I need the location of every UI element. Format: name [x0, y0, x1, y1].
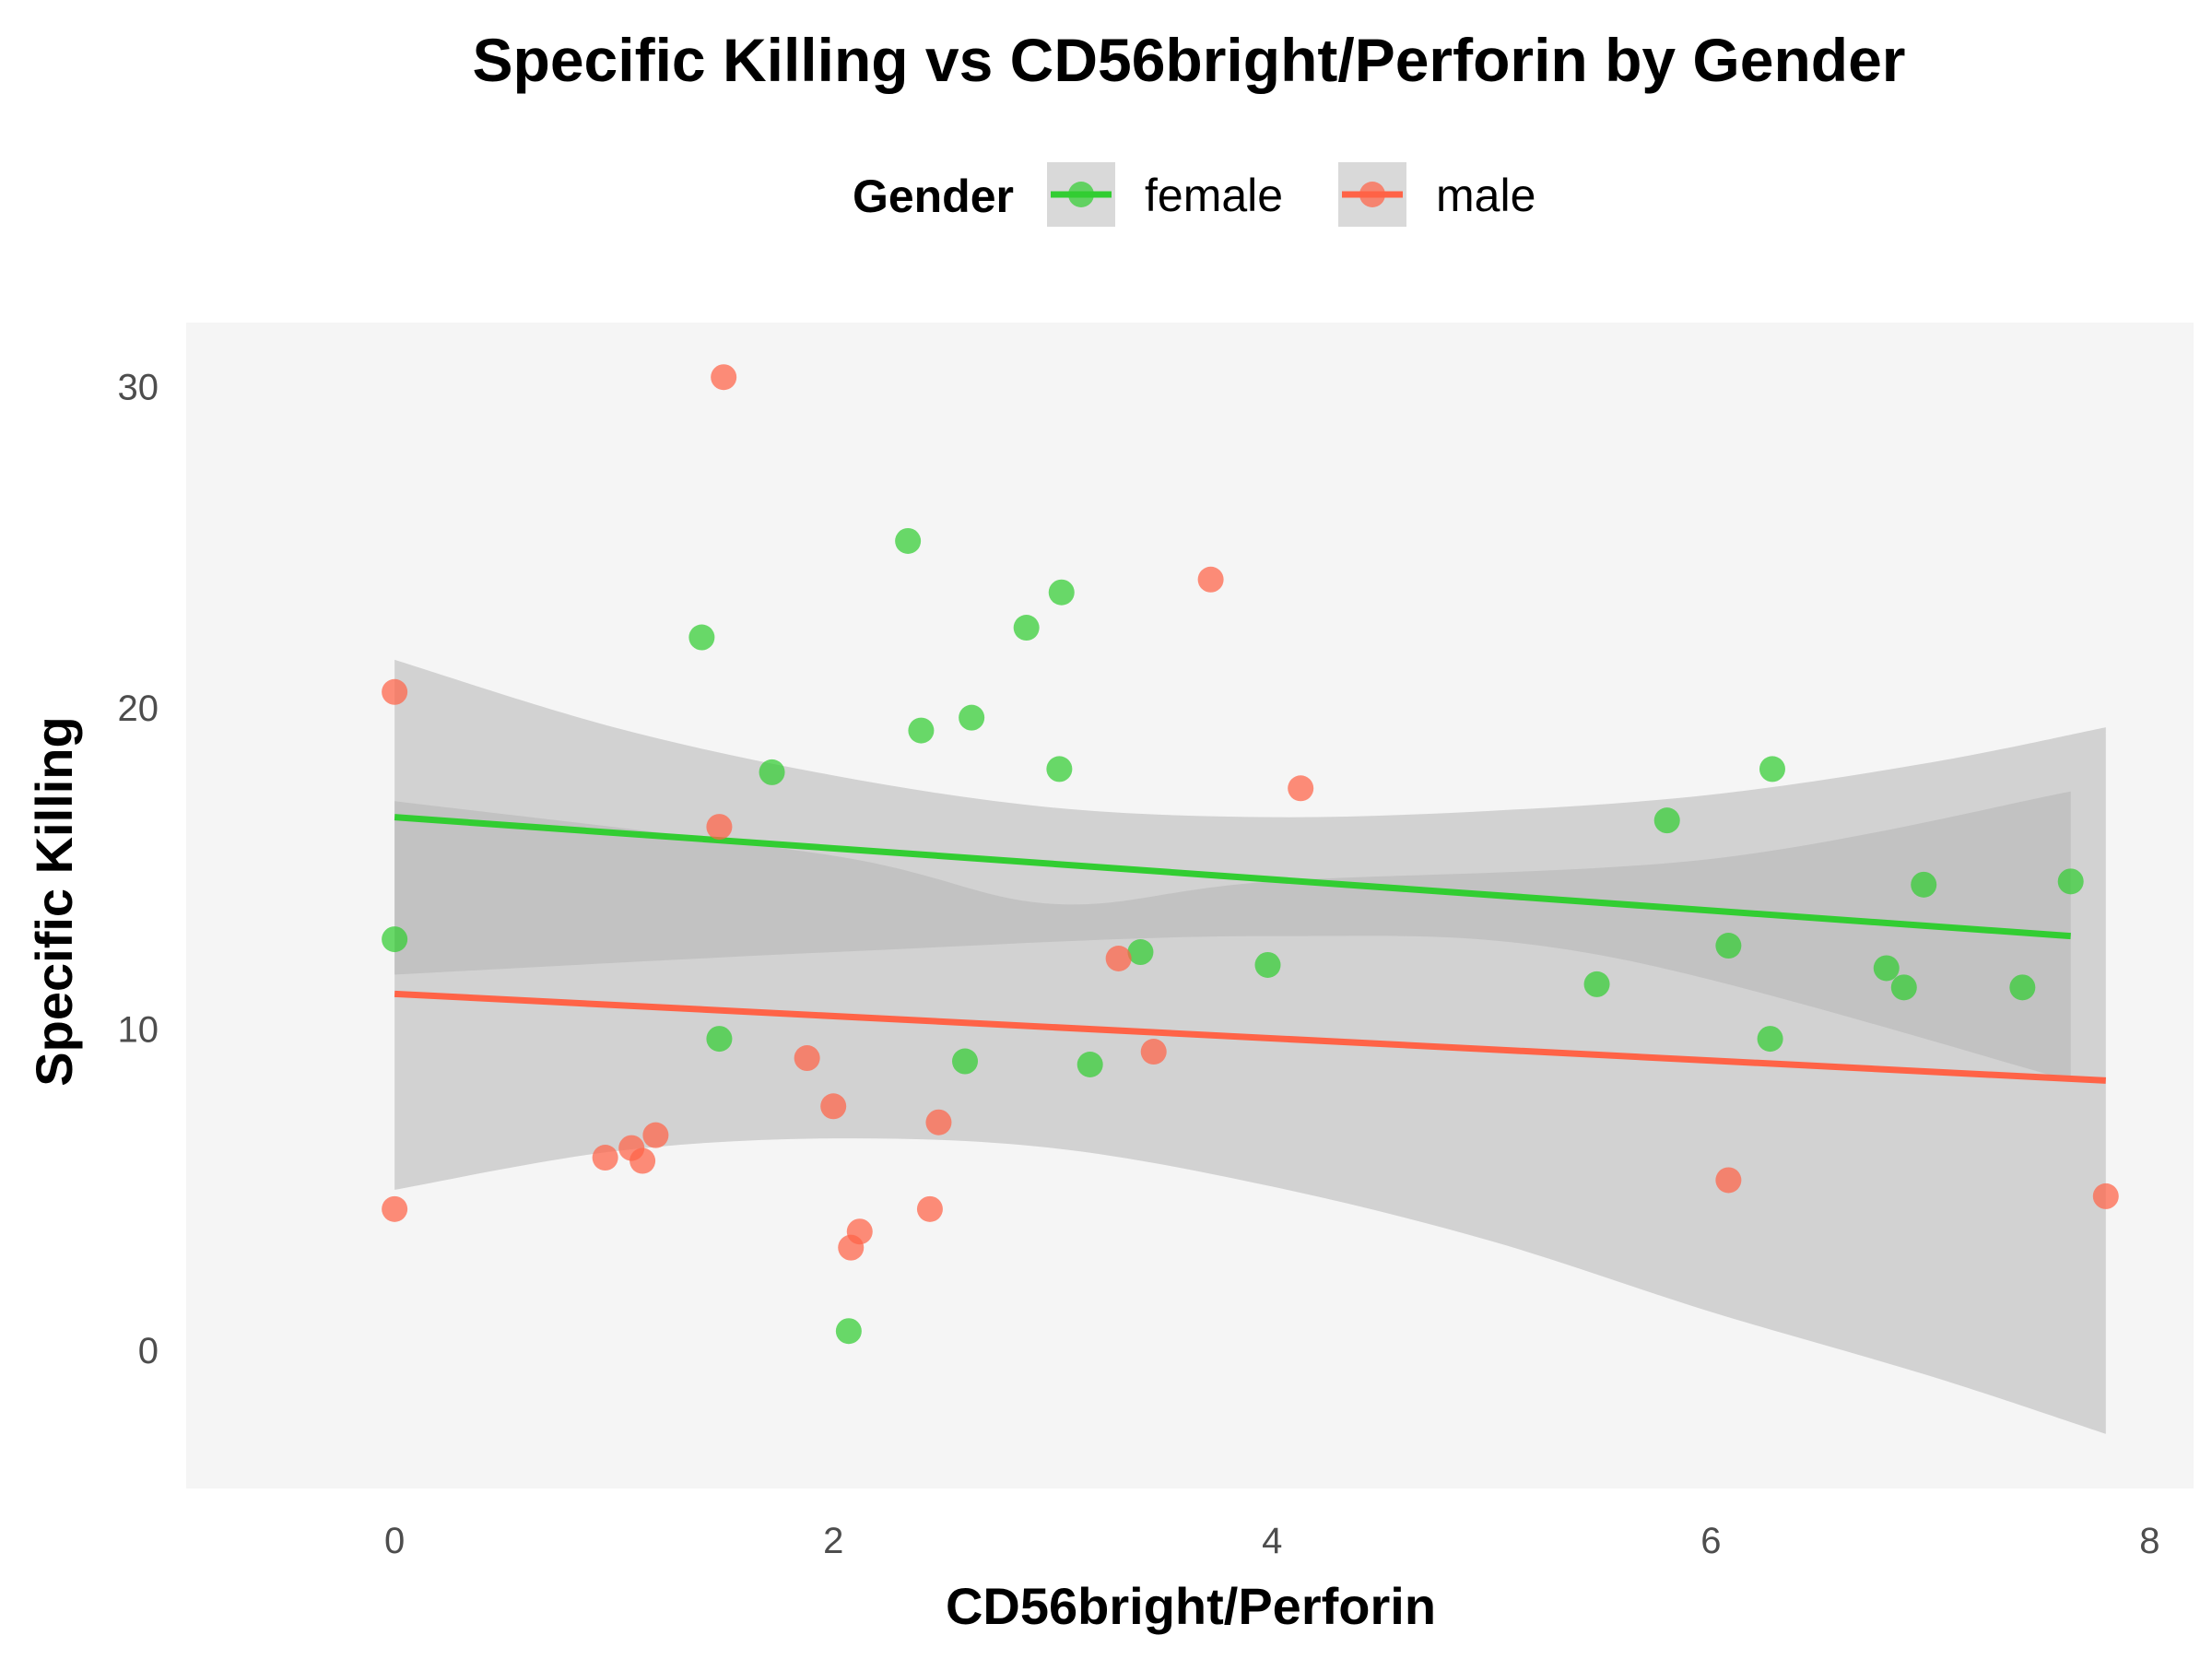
data-point-female: [1715, 933, 1742, 959]
data-point-female: [1127, 939, 1154, 966]
data-point-female: [688, 624, 715, 651]
data-point-female: [1583, 971, 1610, 997]
y-axis-title: Specific Killing: [25, 716, 83, 1086]
legend-item-female: female: [1047, 162, 1283, 227]
fit-line-female: [394, 814, 2071, 940]
y-axis-ticks: 0 10 20 30: [118, 368, 159, 1371]
data-points: [382, 364, 2119, 1345]
data-point-male: [382, 678, 408, 705]
data-point-female: [2009, 974, 2036, 1001]
data-point-female: [1077, 1052, 1103, 1077]
x-tick-label: 0: [384, 1521, 405, 1561]
x-tick-label: 4: [1262, 1521, 1282, 1561]
x-tick-label: 2: [823, 1521, 843, 1561]
data-point-female: [1757, 1026, 1783, 1053]
data-point-female: [1890, 974, 1917, 1001]
data-point-female: [1013, 615, 1040, 641]
data-point-female: [835, 1318, 862, 1345]
data-point-female: [382, 926, 408, 953]
data-point-female: [1046, 756, 1073, 782]
legend-items: female male: [1047, 162, 1535, 227]
data-point-male: [925, 1109, 952, 1135]
fit-lines: [394, 814, 2106, 1084]
data-point-female: [1048, 579, 1075, 606]
data-point-male: [794, 1045, 820, 1072]
data-point-female: [952, 1048, 979, 1075]
data-point-female: [1653, 807, 1680, 834]
data-point-female: [908, 717, 935, 744]
fit-line-male: [394, 990, 2106, 1084]
data-point-male: [1140, 1039, 1167, 1065]
legend-key-point: [1359, 182, 1385, 207]
data-point-male: [1715, 1167, 1742, 1194]
data-point-male: [382, 1195, 408, 1222]
legend-label: female: [1145, 170, 1283, 221]
data-point-female: [959, 704, 985, 731]
y-tick-label: 0: [138, 1331, 159, 1371]
data-point-male: [916, 1195, 943, 1222]
x-axis-title: CD56bright/Perforin: [946, 1577, 1436, 1635]
data-point-male: [846, 1218, 873, 1245]
x-tick-label: 6: [1700, 1521, 1721, 1561]
legend-title: Gender: [853, 171, 1014, 222]
data-point-female: [706, 1026, 733, 1053]
data-point-male: [2092, 1182, 2119, 1209]
data-point-male: [642, 1122, 669, 1148]
legend-key-point: [1068, 182, 1094, 207]
x-tick-label: 8: [2139, 1521, 2159, 1561]
data-point-male: [711, 364, 737, 391]
y-tick-label: 20: [118, 688, 159, 729]
data-point-male: [629, 1147, 656, 1174]
legend-label: male: [1436, 170, 1535, 221]
data-point-female: [759, 759, 785, 785]
data-point-male: [1105, 946, 1132, 971]
x-axis-ticks: 0 2 4 6 8: [384, 1521, 2160, 1561]
y-tick-label: 30: [118, 368, 159, 408]
legend-item-male: male: [1338, 162, 1535, 227]
chart-title: Specific Killing vs CD56bright/Perforin …: [473, 26, 1906, 94]
data-point-male: [1288, 775, 1314, 802]
data-point-female: [2057, 868, 2084, 895]
data-point-female: [1254, 951, 1281, 978]
data-point-male: [592, 1145, 618, 1171]
legend: Gender female male: [853, 162, 1535, 227]
data-point-male: [706, 814, 733, 841]
data-point-female: [1873, 955, 1900, 982]
y-tick-label: 10: [118, 1010, 159, 1051]
confidence-bands: [394, 659, 2106, 1434]
data-point-female: [1759, 756, 1785, 782]
data-point-female: [895, 527, 922, 554]
data-point-male: [1197, 566, 1224, 593]
data-point-male: [820, 1093, 847, 1120]
data-point-female: [1911, 871, 1937, 898]
confidence-band-male: [394, 659, 2106, 1434]
